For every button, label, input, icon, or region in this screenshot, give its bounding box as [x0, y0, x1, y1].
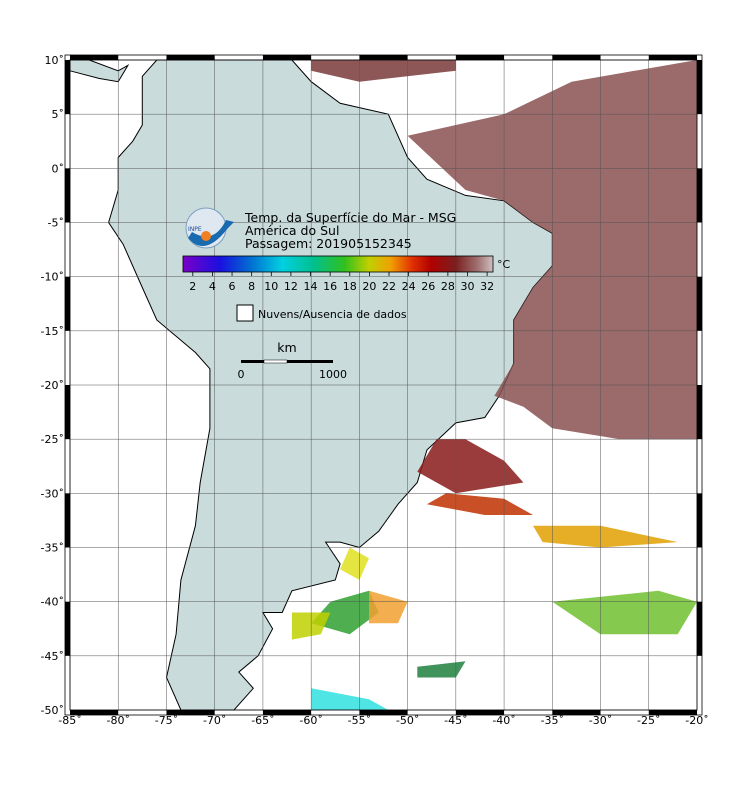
- colorbar-tick-label: 6: [229, 280, 236, 293]
- sst-patch: [369, 590, 408, 624]
- frame-segment: [262, 55, 312, 60]
- colorbar-tick-label: 24: [402, 280, 416, 293]
- colorbar-tick-label: 30: [460, 280, 474, 293]
- frame-segment: [262, 710, 312, 715]
- y-tick-label: -50˚: [41, 704, 64, 717]
- y-tick-label: 0˚: [52, 162, 65, 175]
- colorbar-tick-label: 8: [248, 280, 255, 293]
- y-tick-label: -40˚: [41, 596, 64, 609]
- frame-segment: [697, 601, 702, 656]
- colorbar-tick-label: 26: [421, 280, 435, 293]
- x-tick-label: -65˚: [251, 714, 274, 727]
- x-tick-label: -75˚: [155, 714, 178, 727]
- x-tick-label: -70˚: [203, 714, 226, 727]
- x-tick-label: -80˚: [106, 714, 129, 727]
- y-tick-label: -25˚: [41, 433, 64, 446]
- frame-segment: [455, 55, 505, 60]
- frame-segment: [697, 60, 702, 115]
- frame-segment: [697, 493, 702, 548]
- colorbar-tick-label: 28: [441, 280, 455, 293]
- legend-swatch: [236, 304, 254, 322]
- title-line: América do Sul: [245, 223, 339, 238]
- frame-segment: [697, 385, 702, 440]
- frame-segment: [697, 276, 702, 331]
- frame: [64, 54, 703, 716]
- frame-segment: [166, 710, 215, 715]
- logo-text: INPE: [188, 226, 202, 233]
- frame-segment: [359, 710, 408, 715]
- y-tick-label: -20˚: [41, 379, 64, 392]
- colorbar-tick-label: 16: [323, 280, 337, 293]
- x-tick-label: -50˚: [396, 714, 419, 727]
- scale-bar-segment: [263, 359, 288, 364]
- frame-segment: [65, 276, 70, 331]
- colorbar-unit: °C: [497, 258, 511, 271]
- frame-segment: [65, 493, 70, 548]
- colorbar-tick-label: 4: [209, 280, 216, 293]
- frame-segment: [455, 710, 505, 715]
- y-tick-label: 10˚: [45, 54, 65, 67]
- colorbar-tick-label: 10: [264, 280, 278, 293]
- x-tick-label: -30˚: [589, 714, 612, 727]
- scale-label: 0: [238, 368, 245, 381]
- x-tick-label: -85˚: [58, 714, 81, 727]
- colorbar-tick-label: 32: [480, 280, 494, 293]
- scale-label: 1000: [319, 368, 347, 381]
- scale-unit: km: [277, 340, 296, 355]
- y-tick-label: -45˚: [41, 650, 64, 663]
- colorbar: [182, 255, 494, 273]
- sst-patch: [311, 688, 389, 710]
- colorbar-tick-label: 20: [362, 280, 376, 293]
- logo-swoosh: [188, 220, 234, 246]
- y-tick-label: -30˚: [41, 487, 64, 500]
- frame-segment: [65, 168, 70, 223]
- logo: INPE: [185, 207, 234, 249]
- colorbar-tick-label: 22: [382, 280, 396, 293]
- y-tick-label: -15˚: [41, 325, 64, 338]
- x-tick-label: -20˚: [685, 714, 708, 727]
- sst-patch: [417, 661, 466, 678]
- frame-segment: [65, 385, 70, 440]
- colorbar-tick-label: 14: [304, 280, 318, 293]
- x-tick-label: -25˚: [637, 714, 660, 727]
- title-line: Passagem: 201905152345: [245, 236, 412, 251]
- x-tick-label: -40˚: [492, 714, 515, 727]
- sst-patch: [533, 525, 678, 548]
- frame-segment: [648, 55, 697, 60]
- colorbar-tick-label: 2: [189, 280, 196, 293]
- frame-segment: [65, 601, 70, 656]
- colorbar-ticks: 2 4 6 8 10 12 14 16 18 20 22 24 26 28 30 32: [189, 272, 494, 293]
- x-tick-label: -45˚: [444, 714, 467, 727]
- frame-segment: [697, 168, 702, 223]
- x-tick-label: -35˚: [541, 714, 564, 727]
- sst-patch: [340, 547, 369, 580]
- frame-segment: [359, 55, 408, 60]
- frame-segment: [70, 710, 119, 715]
- x-tick-label: -55˚: [348, 714, 371, 727]
- y-tick-label: -35˚: [41, 542, 64, 555]
- frame-segment: [552, 55, 601, 60]
- y-tick-label: 5˚: [52, 108, 65, 121]
- sst-patch: [417, 439, 524, 494]
- frame-segment: [648, 710, 697, 715]
- x-tick-label: -60˚: [299, 714, 322, 727]
- title-line: Temp. da Superfície do Mar - MSG: [244, 210, 456, 225]
- y-tick-label: -5˚: [48, 217, 64, 230]
- logo-sun: [201, 231, 211, 241]
- frame-segment: [166, 55, 215, 60]
- colorbar-tick-label: 18: [343, 280, 357, 293]
- frame-segment: [70, 55, 119, 60]
- frame-segment: [65, 60, 70, 115]
- sst-patch: [311, 60, 456, 82]
- central-america: [69, 59, 130, 83]
- y-tick-label: -10˚: [41, 271, 64, 284]
- colorbar-tick-label: 12: [284, 280, 298, 293]
- sst-patch: [426, 493, 533, 515]
- legend-label: Nuvens/Ausencia de dados: [258, 308, 407, 321]
- frame-segment: [552, 710, 601, 715]
